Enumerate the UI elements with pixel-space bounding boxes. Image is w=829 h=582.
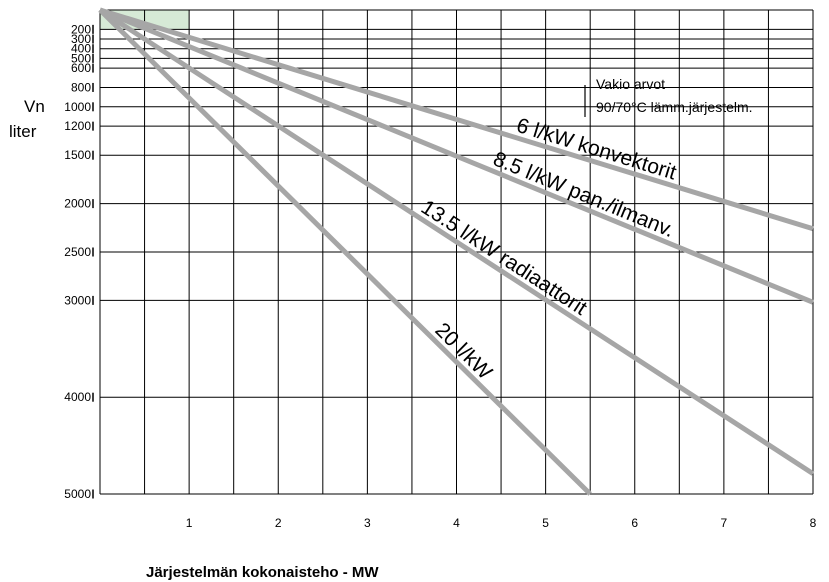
x-tick-label: 6 [631, 516, 638, 530]
x-axis-title: Järjestelmän kokonaisteho - MW [146, 564, 379, 581]
y-tick-label: 1200 [64, 119, 91, 133]
x-tick-label: 3 [364, 516, 371, 530]
y-tick-label: 500 [71, 51, 91, 65]
y-tick-label: 600 [71, 61, 91, 75]
note-text-line2: 90/70°C lämm.järjestelm. [596, 99, 753, 115]
standard-values-note: Vakio arvot 90/70°C lämm.järjestelm. [584, 76, 753, 117]
note-text-line1: Vakio arvot [596, 76, 665, 92]
y-tick-label: 4000 [64, 390, 91, 404]
y-axis-title-line1: Vn [24, 97, 45, 116]
y-tick-label: 400 [71, 42, 91, 56]
y-tick-label: 5000 [64, 487, 91, 501]
y-tick-label: 1500 [64, 148, 91, 162]
y-tick-label: 800 [71, 80, 91, 94]
x-tick-label: 7 [721, 516, 728, 530]
series-line-1 [99, 7, 814, 232]
x-tick-label: 8 [810, 516, 817, 530]
x-tick-label: 1 [186, 516, 193, 530]
y-tick-label: 200 [71, 22, 91, 36]
series-line-3 [98, 7, 815, 476]
x-tick-label: 4 [453, 516, 460, 530]
y-axis-title-line2: liter [9, 122, 37, 141]
x-tick-label: 2 [275, 516, 282, 530]
y-tick-label: 3000 [64, 293, 91, 307]
x-tick-label: 5 [542, 516, 549, 530]
series-label-3: 13.5 l/kW radiaattorit [417, 196, 591, 320]
series-line-2 [99, 7, 814, 305]
y-tick-label: 2500 [64, 245, 91, 259]
y-tick-label: 300 [71, 32, 91, 46]
y-tick-label: 1000 [64, 100, 91, 114]
series-line-4 [98, 8, 592, 496]
y-tick-label: 2000 [64, 197, 91, 211]
series-label-4: 20 l/kW [430, 318, 496, 384]
